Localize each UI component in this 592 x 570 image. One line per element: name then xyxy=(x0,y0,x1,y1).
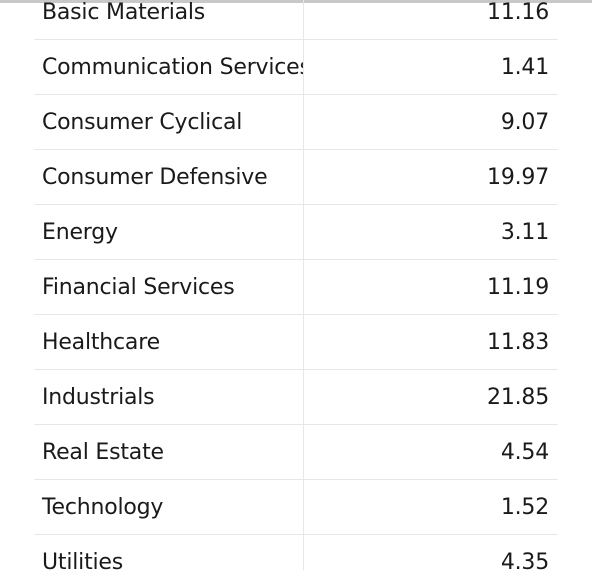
sector-name-cell: Financial Services xyxy=(34,260,304,314)
table-row: Real Estate 4.54 xyxy=(34,425,558,480)
sector-name-cell: Basic Materials xyxy=(34,0,304,39)
sector-name-cell: Utilities xyxy=(34,535,304,570)
sector-value-cell: 4.54 xyxy=(500,439,549,465)
sector-value-cell: 1.52 xyxy=(500,494,549,520)
sector-value-cell: 21.85 xyxy=(487,384,549,410)
sector-value-cell: 4.35 xyxy=(500,549,549,570)
sector-name-cell: Consumer Defensive xyxy=(34,150,304,204)
sector-value-cell: 11.16 xyxy=(487,0,549,25)
sector-name-cell: Healthcare xyxy=(34,315,304,369)
table-row: Energy 3.11 xyxy=(34,205,558,260)
sector-name-cell: Real Estate xyxy=(34,425,304,479)
sector-value-cell: 11.19 xyxy=(487,274,549,300)
table-row: Healthcare 11.83 xyxy=(34,315,558,370)
sector-value-cell: 11.83 xyxy=(487,329,549,355)
sector-name-cell: Energy xyxy=(34,205,304,259)
sector-value-cell: 3.11 xyxy=(500,219,549,245)
sector-value-cell: 19.97 xyxy=(487,164,549,190)
table-row: Consumer Cyclical 9.07 xyxy=(34,95,558,150)
sector-name-cell: Technology xyxy=(34,480,304,534)
table-row: Technology 1.52 xyxy=(34,480,558,535)
window-top-edge xyxy=(0,0,592,3)
sector-value-cell: 1.41 xyxy=(500,54,549,80)
sector-table: Basic Materials 11.16 Communication Serv… xyxy=(34,0,558,570)
table-row: Consumer Defensive 19.97 xyxy=(34,150,558,205)
table-row: Basic Materials 11.16 xyxy=(34,0,558,40)
sector-name-cell: Industrials xyxy=(34,370,304,424)
sector-value-cell: 9.07 xyxy=(500,109,549,135)
sector-name-cell: Communication Services xyxy=(34,40,304,94)
table-row: Industrials 21.85 xyxy=(34,370,558,425)
sector-name-cell: Consumer Cyclical xyxy=(34,95,304,149)
table-row: Financial Services 11.19 xyxy=(34,260,558,315)
table-row: Communication Services 1.41 xyxy=(34,40,558,95)
table-row: Utilities 4.35 xyxy=(34,535,558,570)
